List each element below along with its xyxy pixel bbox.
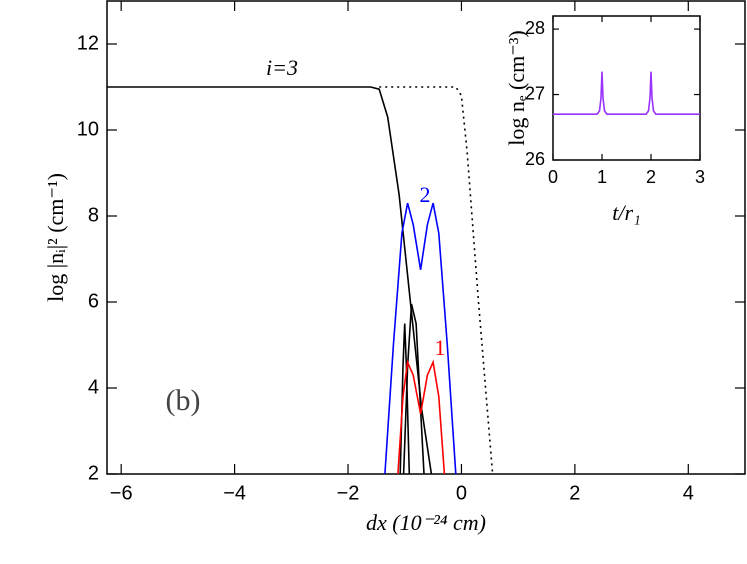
annotation: i=3 <box>266 55 298 80</box>
data-line <box>379 86 494 475</box>
y-tick-label: 2 <box>88 462 99 484</box>
y-tick-label: 28 <box>525 18 545 38</box>
data-line <box>107 86 433 475</box>
x-tick-label: −2 <box>337 482 360 504</box>
plot-frame <box>552 15 701 161</box>
y-tick-label: 6 <box>88 290 99 312</box>
x-tick-label: 3 <box>695 167 705 187</box>
plot-frame <box>106 0 746 475</box>
x-tick-label: 0 <box>456 482 467 504</box>
x-tick-label: 0 <box>548 167 558 187</box>
x-tick-label: 2 <box>646 167 656 187</box>
data-line <box>397 359 446 475</box>
data-line <box>384 202 457 475</box>
y-axis-label: log nₑ (cm⁻³) <box>504 30 529 146</box>
y-tick-label: 4 <box>88 376 99 398</box>
data-line <box>553 71 700 115</box>
x-tick-label: 4 <box>683 482 694 504</box>
x-tick-label: 2 <box>569 482 580 504</box>
x-axis-label: dx (10⁻²⁴ cm) <box>366 510 486 535</box>
y-tick-label: 27 <box>525 83 545 103</box>
x-tick-label: −4 <box>223 482 246 504</box>
annotation: (b) <box>166 384 201 417</box>
annotation: 1 <box>435 335 446 360</box>
y-tick-label: 12 <box>77 32 99 54</box>
x-axis-label: t/r₁ <box>612 200 640 225</box>
y-tick-label: 26 <box>525 149 545 169</box>
y-axis-label: log |nᵢ|² (cm⁻¹) <box>43 173 68 302</box>
x-tick-label: −6 <box>110 482 133 504</box>
y-tick-label: 10 <box>77 118 99 140</box>
y-tick-label: 8 <box>88 204 99 226</box>
annotation: 2 <box>420 182 431 207</box>
x-tick-label: 1 <box>597 167 607 187</box>
